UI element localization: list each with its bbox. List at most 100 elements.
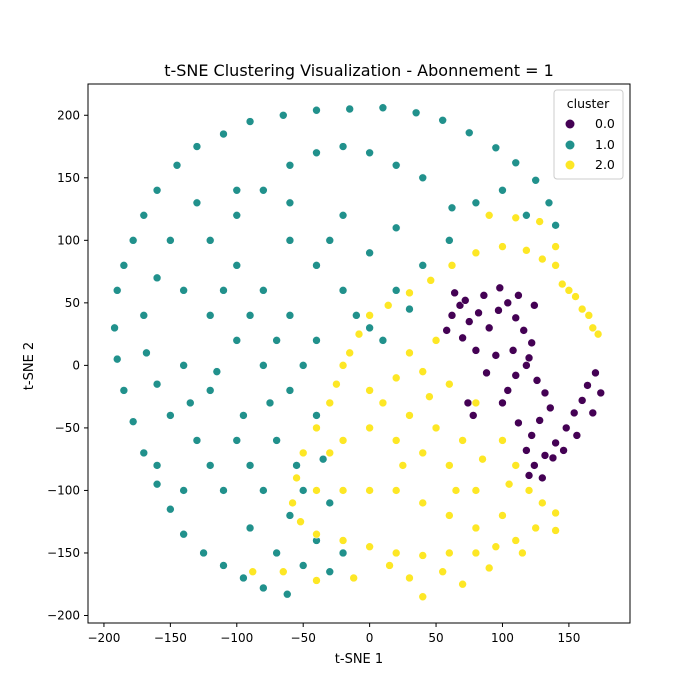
data-point	[405, 304, 414, 314]
data-point	[474, 308, 483, 318]
x-tick-label: 0	[366, 631, 374, 645]
data-point	[245, 311, 255, 320]
data-point	[285, 198, 295, 208]
data-point	[551, 526, 560, 535]
y-tick-label: −200	[47, 608, 80, 622]
data-point	[119, 386, 129, 395]
data-point	[185, 398, 195, 408]
data-point	[292, 461, 301, 470]
data-point	[527, 431, 536, 440]
x-axis-label: t-SNE 1	[335, 652, 383, 667]
data-point	[418, 551, 428, 560]
data-point	[312, 336, 321, 345]
legend-label-2: 2.0	[595, 157, 615, 172]
data-point	[259, 583, 268, 593]
data-point	[445, 461, 454, 470]
data-point	[514, 291, 523, 300]
data-point	[426, 276, 436, 285]
data-point	[503, 386, 513, 395]
data-point	[205, 461, 215, 470]
data-point	[365, 542, 374, 552]
data-point	[438, 567, 447, 577]
y-tick-label: 50	[65, 296, 80, 310]
data-point	[354, 329, 364, 339]
data-point	[192, 198, 202, 208]
data-point	[524, 486, 534, 495]
data-point	[232, 261, 242, 270]
data-point	[571, 292, 580, 301]
data-point	[245, 523, 255, 533]
data-point	[272, 336, 281, 345]
data-point	[139, 211, 149, 220]
legend-marker-0	[565, 119, 575, 129]
data-point	[498, 511, 507, 520]
data-point	[511, 536, 521, 545]
data-point	[471, 346, 481, 355]
data-point	[535, 416, 544, 425]
data-point	[212, 367, 222, 376]
data-point	[531, 175, 540, 185]
data-point	[484, 211, 494, 220]
data-point	[139, 448, 149, 458]
data-point	[128, 417, 138, 426]
data-point	[548, 453, 558, 463]
data-point	[219, 286, 228, 295]
data-point	[522, 361, 531, 370]
data-point	[530, 461, 539, 470]
data-point	[152, 479, 162, 489]
data-point	[312, 576, 321, 585]
data-point	[511, 158, 521, 168]
data-point	[318, 454, 328, 464]
data-point	[522, 446, 531, 455]
plot-frame	[87, 83, 631, 624]
data-point	[451, 486, 461, 495]
data-point	[352, 311, 361, 320]
data-point	[511, 213, 521, 223]
data-point	[471, 398, 481, 408]
data-point	[265, 398, 275, 408]
data-point	[551, 242, 560, 251]
data-point	[338, 536, 348, 545]
data-point	[312, 261, 321, 270]
data-point	[288, 498, 297, 508]
data-point	[285, 311, 295, 320]
data-point	[292, 473, 301, 483]
data-point	[179, 361, 188, 370]
data-point	[450, 288, 459, 298]
data-point	[447, 311, 457, 320]
data-point	[259, 185, 268, 195]
data-point	[445, 511, 454, 520]
data-point	[577, 396, 587, 405]
data-point	[365, 148, 374, 158]
y-tick-label: −150	[47, 546, 80, 560]
data-point	[544, 198, 554, 208]
data-point	[179, 486, 188, 495]
data-point	[458, 436, 467, 445]
data-point	[508, 346, 518, 355]
data-point	[245, 117, 255, 126]
data-point	[345, 104, 355, 114]
y-tick-label: 150	[57, 171, 80, 185]
y-axis-label: t-SNE 2	[22, 342, 37, 390]
data-point	[498, 398, 507, 408]
data-point	[272, 548, 281, 558]
data-point	[511, 371, 521, 380]
data-point	[591, 368, 600, 378]
data-point	[338, 361, 348, 370]
data-point	[518, 548, 527, 558]
data-point	[455, 301, 465, 310]
data-point	[438, 115, 447, 125]
data-point	[152, 185, 162, 195]
data-point	[365, 311, 374, 320]
data-point	[325, 236, 335, 245]
data-point	[447, 203, 457, 213]
scatter-points	[110, 103, 606, 602]
data-point	[530, 301, 539, 310]
data-point	[577, 304, 587, 314]
y-tick-label: 100	[57, 233, 80, 247]
data-point	[282, 589, 292, 599]
y-tick-label: 200	[57, 108, 80, 122]
data-point	[468, 411, 478, 420]
data-point	[205, 311, 215, 320]
data-point	[391, 486, 401, 495]
